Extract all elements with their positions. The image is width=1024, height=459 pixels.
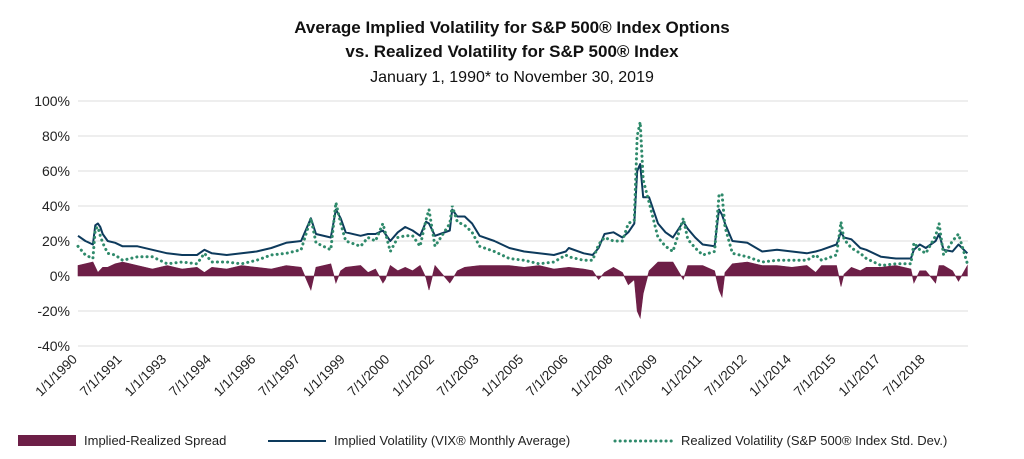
x-tick-label: 1/1/2017: [835, 352, 883, 400]
x-tick-label: 1/1/1999: [300, 352, 348, 400]
y-tick-label: -40%: [37, 338, 70, 354]
y-tick-label: 0%: [50, 268, 70, 284]
y-tick-label: 40%: [42, 198, 70, 214]
y-tick-label: 20%: [42, 233, 70, 249]
y-tick-label: 80%: [42, 128, 70, 144]
legend-swatch-spread: [18, 435, 76, 446]
series-implied-realized-spread-area: [77, 261, 968, 320]
x-axis-ticks: 1/1/19907/1/19911/1/19937/1/19941/1/1996…: [32, 351, 928, 399]
x-tick-label: 7/1/1991: [77, 352, 125, 400]
x-tick-label: 7/1/2015: [791, 352, 839, 400]
x-tick-label: 1/1/2002: [389, 352, 437, 400]
legend-label-spread: Implied-Realized Spread: [84, 433, 226, 448]
x-tick-label: 7/1/2012: [702, 352, 750, 400]
series-layer: [76, 121, 969, 320]
legend: Implied-Realized Spread Implied Volatilit…: [18, 433, 947, 448]
y-tick-label: 100%: [34, 93, 70, 109]
series-realized-volatility-dotted: [76, 121, 969, 268]
legend-label-realized: Realized Volatility (S&P 500® Index Std.…: [681, 433, 947, 448]
x-tick-label: 7/1/1994: [166, 351, 214, 399]
series-implied-volatility-line: [77, 163, 969, 260]
x-tick-label: 1/1/2008: [568, 352, 616, 400]
x-tick-label: 7/1/2018: [880, 352, 928, 400]
y-tick-label: 60%: [42, 163, 70, 179]
x-tick-label: 1/1/2014: [746, 351, 794, 399]
x-tick-label: 1/1/1990: [32, 352, 80, 400]
x-tick-label: 7/1/2000: [345, 352, 393, 400]
y-tick-label: -20%: [37, 303, 70, 319]
x-tick-label: 1/1/2011: [658, 352, 705, 399]
grid-layer: [78, 100, 968, 347]
y-axis-ticks: 100% 80% 60% 40% 20% 0% -20% -40%: [34, 93, 70, 354]
chart-title-line1: Average Implied Volatility for S&P 500® …: [294, 18, 729, 37]
x-tick-label: 7/1/2003: [434, 352, 482, 400]
chart-subtitle: January 1, 1990* to November 30, 2019: [370, 69, 654, 86]
x-tick-label: 7/1/2009: [612, 352, 660, 400]
x-tick-label: 1/1/1993: [122, 352, 170, 400]
x-tick-label: 1/1/1996: [211, 352, 259, 400]
chart-title-line2: vs. Realized Volatility for S&P 500® Ind…: [345, 42, 679, 61]
x-tick-label: 7/1/2006: [523, 352, 571, 400]
legend-label-implied: Implied Volatility (VIX® Monthly Average…: [334, 433, 570, 448]
x-tick-label: 7/1/1997: [255, 352, 303, 400]
x-tick-label: 1/1/2005: [479, 352, 527, 400]
